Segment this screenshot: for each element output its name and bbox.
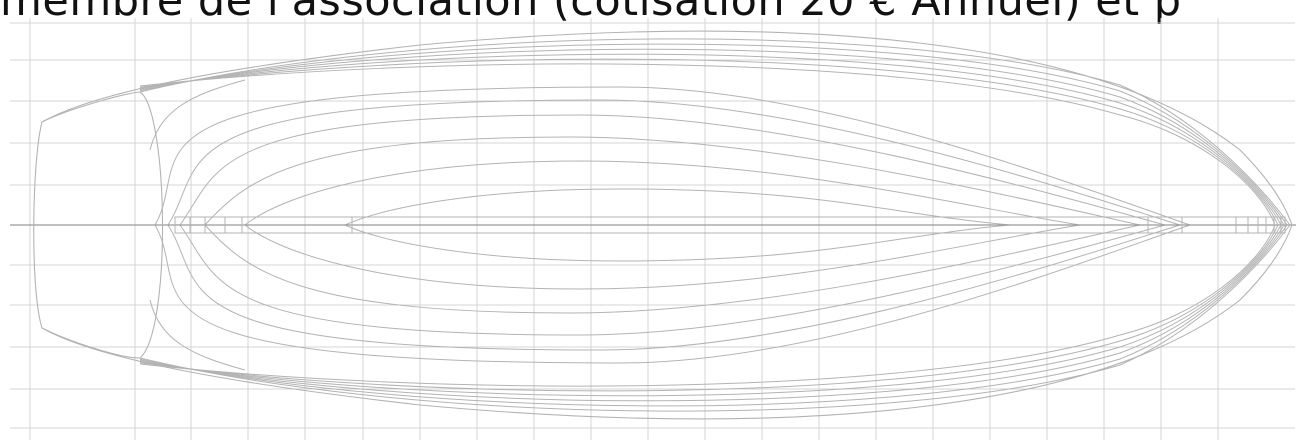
station-grid [10,18,1295,440]
deck-edge-port [41,224,1293,420]
waterlines [154,86,1191,364]
waterline-starboard [167,99,1181,226]
hull-outline [10,30,1296,420]
sheer-line-starboard [139,53,1282,226]
sheer-line-port [139,224,1279,392]
keel-outline [174,216,1286,234]
sheer-line-port [139,224,1288,407]
transom-face [41,91,164,359]
waterline-port [154,224,1191,364]
waterline-port [179,224,1166,336]
sheer-line-port [139,224,1276,387]
chine-port [149,299,246,371]
sheer-line-port [139,224,1282,397]
waterline-starboard [204,136,1141,226]
sheer-line-starboard [139,63,1276,226]
waterline-starboard [344,188,1011,226]
waterline-port [204,224,1141,314]
sheer-line-port [139,224,1291,412]
keel-strip [174,216,1286,234]
sheer-line-starboard [139,38,1291,226]
waterline-port [167,224,1181,351]
chine-starboard [149,79,246,151]
waterline-port [244,224,1081,290]
deck-edge-starboard [41,30,1293,226]
sheer-line-starboard [139,43,1288,226]
transom-edge [33,121,43,329]
waterline-port [344,224,1011,262]
waterline-starboard [244,160,1081,226]
waterline-starboard [179,114,1166,226]
waterline-starboard [154,86,1191,226]
sheer-line-starboard [139,48,1285,226]
sheer-line-starboard [139,58,1279,226]
sheer-line-port [139,224,1285,402]
